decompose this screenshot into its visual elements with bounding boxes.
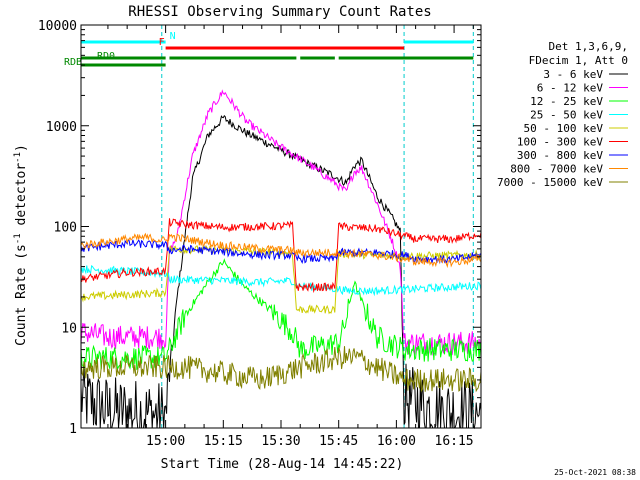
legend-label-7: 800 - 7000 keV [510, 163, 603, 176]
y-label-part3: ) [14, 144, 29, 152]
legend-label-6: 300 - 800 keV [517, 149, 603, 162]
y-label-sup2: -1 [13, 152, 23, 163]
legend-label-1: 6 - 12 keV [537, 82, 604, 95]
x-tick-label-3: 15:45 [319, 434, 358, 449]
y-label-part2: detector [14, 163, 29, 234]
series-line-2 [80, 258, 482, 372]
series-line-3 [80, 265, 482, 297]
y-label-sup1: -1 [13, 233, 23, 244]
series-line-4 [80, 244, 482, 315]
series-line-6 [80, 238, 482, 265]
x-axis-label: Start Time (28-Aug-14 14:45:22) [161, 457, 404, 472]
x-tick-label-4: 16:00 [377, 434, 416, 449]
x-tick-label-5: 16:15 [435, 434, 474, 449]
series-line-7 [80, 232, 482, 269]
x-tick-label-1: 15:15 [204, 434, 243, 449]
series-layer [80, 89, 482, 430]
series-line-5 [80, 218, 482, 294]
y-tick-label-3: 1000 [46, 120, 77, 135]
chart-title: RHESSI Observing Summary Count Rates [128, 4, 431, 20]
legend-label-8: 7000 - 15000 keV [497, 176, 603, 189]
legend-header-2: FDecim 1, Att 0 [529, 54, 628, 67]
legend-header-1: Det 1,3,6,9, [549, 40, 628, 53]
observing-flags: NF RDB RD0 [64, 31, 474, 68]
legend-label-3: 25 - 50 keV [530, 109, 603, 122]
y-axis-label: Count Rate (s-1 detector-1) [13, 144, 29, 346]
y-tick-label-4: 10000 [38, 19, 77, 34]
flag-label-n: N [170, 31, 176, 42]
series-line-8 [80, 346, 482, 393]
timestamp: 25-Oct-2021 08:38 [554, 468, 636, 477]
legend-label-0: 3 - 6 keV [543, 68, 603, 81]
y-tick-label-1: 10 [61, 321, 77, 336]
legend-label-5: 100 - 300 keV [517, 136, 603, 149]
x-tick-label-2: 15:30 [261, 434, 300, 449]
legend-label-4: 50 - 100 keV [524, 122, 604, 135]
y-tick-label-2: 100 [54, 221, 77, 236]
flag-label-f: F [159, 37, 165, 48]
legend: Det 1,3,6,9, FDecim 1, Att 0 3 - 6 keV6 … [497, 40, 628, 189]
y-label-part1: Count Rate (s [14, 244, 29, 346]
flag-label-rd0: RD0 [97, 51, 115, 62]
x-tick-label-0: 15:00 [146, 434, 185, 449]
flag-label-rdb: RDB [64, 57, 82, 68]
axes: 15:00 15:15 15:30 15:45 16:00 16:15 1 10 100 1000… [38, 19, 482, 449]
legend-label-2: 12 - 25 keV [530, 95, 603, 108]
y-tick-label-0: 1 [69, 422, 77, 437]
